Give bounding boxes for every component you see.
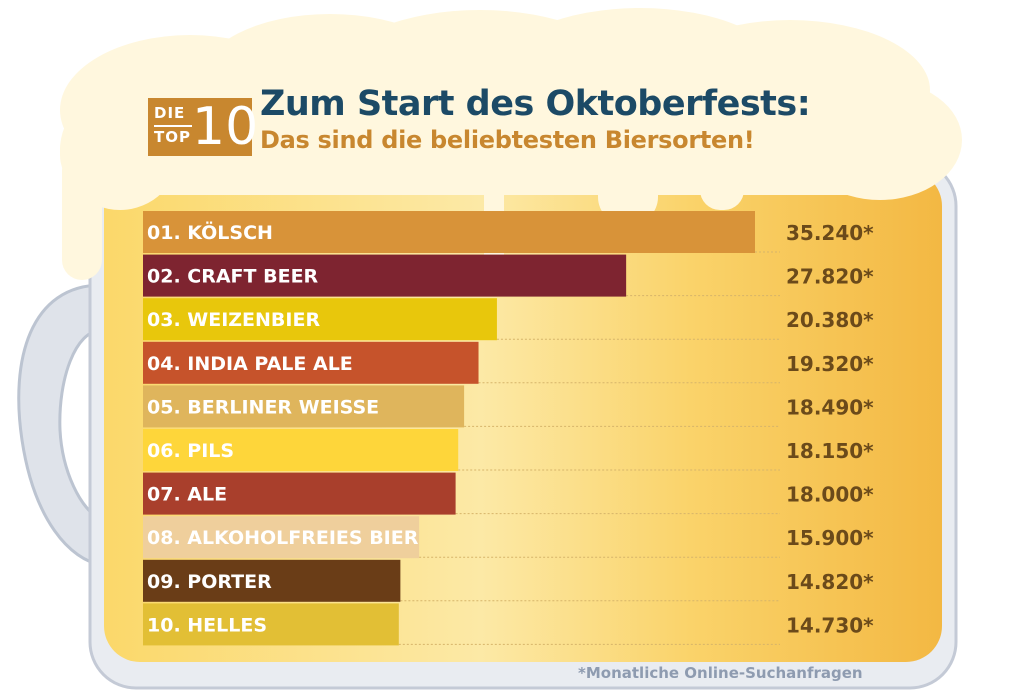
bar-label: 01. KÖLSCH (147, 220, 273, 244)
top10-badge: DIE TOP 10 (148, 98, 258, 156)
bars (143, 211, 755, 646)
value-label: 19.320* (786, 352, 874, 376)
bar (143, 254, 627, 297)
bar-label: 07. ALE (147, 484, 227, 506)
bar-label: 08. ALKOHOLFREIES BIER (147, 527, 419, 549)
badge-die: DIE (154, 104, 186, 122)
value-label: 18.150* (786, 439, 874, 463)
value-label: 20.380* (786, 308, 874, 332)
bar-label: 09. PORTER (147, 571, 272, 593)
badge-rule (154, 125, 192, 127)
grid-lines (398, 251, 780, 645)
bar (143, 298, 497, 341)
bar (143, 516, 420, 559)
badge-ten: 10 (192, 97, 259, 157)
page-title: Zum Start des Oktoberfests: (260, 84, 811, 124)
bar-label: 03. WEIZENBIER (147, 309, 320, 331)
bar-labels: 01. KÖLSCH 02. CRAFT BEER 03. WEIZENBIER 04… (147, 220, 419, 636)
bar-label: 10. HELLES (147, 614, 267, 636)
bar-label: 05. BERLINER WEISSE (147, 396, 379, 418)
bar (143, 559, 401, 602)
bar (143, 429, 459, 471)
value-label: 35.240* (786, 221, 874, 245)
page-subtitle: Das sind die beliebtesten Biersorten! (260, 126, 755, 154)
bar (143, 341, 479, 384)
value-label: 14.730* (786, 613, 874, 637)
value-label: 18.490* (786, 395, 874, 419)
value-label: 14.820* (786, 570, 874, 594)
badge-top: TOP (154, 128, 191, 146)
bar (143, 472, 456, 515)
foam (60, 8, 962, 285)
bar-label: 02. CRAFT BEER (147, 266, 319, 288)
value-label: 15.900* (786, 526, 874, 550)
value-label: 27.820* (786, 265, 874, 289)
bar-label: 06. PILS (147, 440, 234, 462)
bar (143, 385, 465, 428)
bar-label: 04. INDIA PALE ALE (147, 353, 353, 375)
bar (143, 211, 755, 253)
value-label: 18.000* (786, 483, 874, 507)
footnote: *Monatliche Online-Suchanfragen (578, 664, 863, 682)
bar (143, 603, 399, 646)
value-labels: 35.240* 27.820* 20.380* 19.320* 18.490* 18.15… (786, 221, 874, 637)
